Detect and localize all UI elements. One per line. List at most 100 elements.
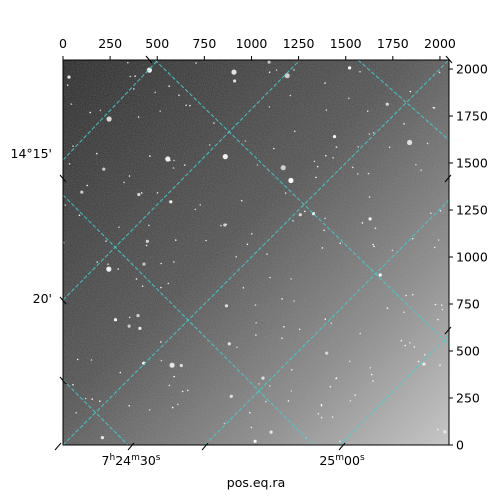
star	[441, 308, 444, 311]
star	[68, 163, 71, 165]
star	[409, 90, 412, 93]
star	[323, 229, 325, 232]
star	[378, 273, 382, 277]
x-top-tick-label: 0	[59, 36, 67, 51]
star	[415, 163, 417, 166]
star	[412, 293, 414, 296]
star	[357, 173, 359, 175]
star	[168, 384, 171, 387]
star	[160, 341, 162, 343]
star	[422, 362, 426, 366]
star	[288, 177, 294, 184]
star	[354, 394, 357, 396]
grid-line	[63, 60, 301, 301]
grid-line	[63, 379, 129, 445]
star	[438, 71, 441, 74]
star	[235, 255, 237, 258]
star	[178, 94, 180, 96]
grid-line	[357, 60, 449, 141]
y-right-tick-label: 750	[456, 297, 480, 312]
star	[113, 318, 118, 322]
ra-seconds: 00	[344, 453, 360, 468]
star	[177, 403, 179, 406]
star	[76, 358, 79, 361]
star	[208, 144, 211, 146]
star	[242, 287, 245, 289]
ra-tick	[338, 442, 346, 451]
star	[165, 156, 171, 162]
star	[118, 226, 120, 228]
star	[148, 224, 150, 227]
dec-tick	[59, 376, 67, 385]
star	[167, 282, 170, 285]
grid-line	[204, 199, 449, 445]
star	[267, 60, 271, 64]
ra-tick-label: 25m00s	[319, 453, 365, 468]
star	[403, 123, 405, 125]
star	[443, 430, 447, 434]
star	[348, 66, 352, 70]
star	[374, 227, 377, 230]
star	[117, 268, 119, 270]
star	[189, 104, 191, 107]
star	[227, 342, 231, 346]
star	[244, 140, 247, 142]
star	[348, 360, 351, 363]
star	[324, 82, 326, 84]
star	[404, 344, 407, 347]
star	[423, 354, 426, 356]
star	[145, 244, 148, 247]
star	[160, 359, 163, 362]
star	[287, 400, 290, 402]
x-top-tick-label: 1000	[236, 36, 268, 51]
star	[317, 413, 320, 415]
star	[70, 103, 73, 105]
star	[199, 204, 201, 206]
star	[106, 266, 112, 272]
star	[315, 176, 317, 179]
ra-minutes: 25	[319, 453, 335, 468]
star	[80, 190, 84, 194]
star	[366, 110, 369, 112]
star	[313, 160, 316, 163]
y-right-tick-label: 1000	[456, 250, 488, 265]
star	[160, 286, 162, 289]
star	[142, 262, 146, 266]
star	[293, 69, 295, 71]
star	[128, 316, 131, 319]
star	[372, 380, 374, 382]
star	[405, 294, 407, 297]
star	[254, 304, 257, 306]
star	[331, 416, 334, 418]
star	[86, 184, 88, 187]
star	[205, 239, 207, 242]
star	[99, 400, 101, 402]
star	[169, 362, 175, 368]
star	[266, 253, 268, 255]
star	[154, 91, 156, 94]
star	[325, 109, 328, 111]
star	[123, 181, 125, 184]
star	[66, 84, 69, 86]
star	[284, 192, 287, 194]
star	[385, 102, 389, 106]
star	[133, 88, 135, 90]
star	[269, 430, 273, 434]
star	[332, 157, 334, 159]
star	[135, 278, 138, 280]
star	[413, 346, 416, 348]
star	[134, 75, 136, 77]
star	[175, 239, 177, 241]
ra-tick	[201, 442, 209, 451]
ra-tick	[54, 442, 62, 451]
star	[265, 400, 267, 403]
star	[325, 154, 327, 157]
dec-tick	[59, 296, 67, 305]
star	[149, 155, 151, 157]
star	[368, 196, 371, 198]
star	[335, 146, 338, 148]
star	[349, 400, 352, 402]
star	[361, 222, 364, 224]
star	[403, 311, 405, 314]
star	[290, 278, 292, 280]
